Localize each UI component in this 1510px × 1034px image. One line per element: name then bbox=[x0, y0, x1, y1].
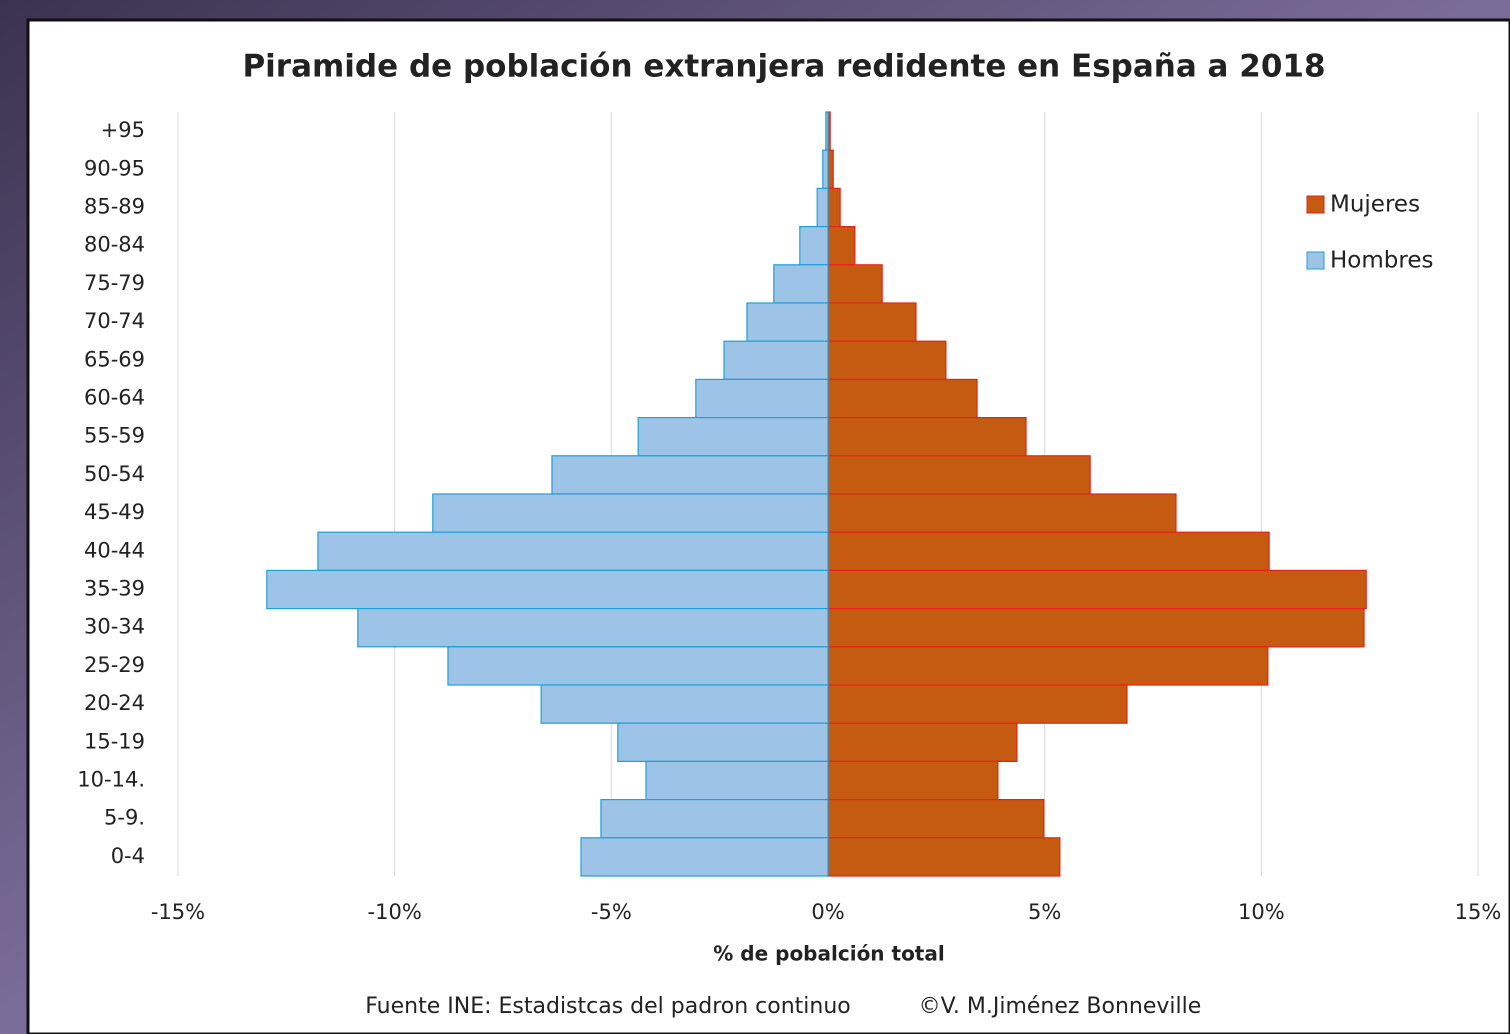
bar bbox=[827, 722, 1018, 763]
x-tick-label: 10% bbox=[1238, 900, 1285, 924]
y-tick-label: 80-84 bbox=[84, 233, 145, 257]
legend-label: Mujeres bbox=[1330, 192, 1420, 218]
bar bbox=[600, 798, 829, 839]
bar bbox=[827, 187, 841, 228]
bar bbox=[637, 417, 829, 457]
bar bbox=[827, 569, 1367, 610]
bar bbox=[723, 340, 829, 381]
bar bbox=[827, 378, 978, 419]
y-tick-label: 10-14. bbox=[77, 768, 145, 792]
y-tick-label: 5-9. bbox=[104, 806, 145, 830]
y-tick-label: 60-64 bbox=[84, 386, 145, 410]
bar bbox=[827, 264, 883, 304]
y-tick-label: 25-29 bbox=[84, 653, 145, 677]
bar bbox=[551, 455, 829, 495]
bar bbox=[827, 760, 999, 801]
y-tick-label: 40-44 bbox=[84, 538, 145, 562]
y-tick-label: 55-59 bbox=[84, 424, 145, 448]
legend-swatch bbox=[1306, 195, 1325, 214]
y-tick-label: 30-34 bbox=[84, 615, 145, 639]
bar bbox=[799, 226, 829, 266]
y-tick-label: 20-24 bbox=[84, 691, 145, 715]
y-tick-label: 35-39 bbox=[84, 577, 145, 601]
bar bbox=[617, 722, 829, 763]
bar bbox=[827, 837, 1061, 877]
bar bbox=[773, 264, 829, 304]
bar bbox=[816, 187, 829, 228]
bar bbox=[746, 302, 829, 342]
y-tick-label: 90-95 bbox=[84, 156, 145, 180]
x-tick-label: -10% bbox=[368, 900, 422, 924]
legend-swatch bbox=[1306, 251, 1325, 270]
bar bbox=[827, 340, 947, 381]
legend-label: Hombres bbox=[1330, 248, 1433, 274]
bar bbox=[827, 226, 856, 266]
x-axis-label: % de pobalción total bbox=[713, 942, 944, 966]
bar bbox=[827, 493, 1177, 533]
bar bbox=[827, 302, 917, 342]
bar bbox=[317, 531, 829, 572]
chart-title: Piramide de población extranjera rediden… bbox=[242, 49, 1325, 85]
bar bbox=[695, 378, 829, 419]
y-tick-label: 85-89 bbox=[84, 195, 145, 219]
bar bbox=[827, 149, 834, 189]
credit-note: ©V. M.Jiménez Bonneville bbox=[919, 994, 1202, 1019]
x-tick-label: 5% bbox=[1028, 900, 1061, 924]
bar bbox=[266, 569, 829, 610]
x-tick-label: -5% bbox=[591, 900, 632, 924]
bar bbox=[827, 684, 1128, 724]
source-note: Fuente INE: Estadistcas del padron conti… bbox=[365, 994, 851, 1019]
x-tick-label: 15% bbox=[1455, 900, 1502, 924]
bar bbox=[827, 455, 1091, 495]
bar bbox=[540, 684, 829, 724]
y-tick-label: 0-4 bbox=[111, 844, 145, 868]
bar bbox=[827, 607, 1365, 648]
bar bbox=[447, 646, 829, 686]
bar bbox=[825, 111, 829, 151]
bar bbox=[827, 646, 1269, 686]
bar bbox=[432, 493, 829, 533]
bar bbox=[822, 149, 829, 189]
y-tick-label: 50-54 bbox=[84, 462, 145, 486]
bar bbox=[827, 531, 1270, 572]
y-tick-label: 70-74 bbox=[84, 309, 145, 333]
y-tick-label: 75-79 bbox=[84, 271, 145, 295]
x-tick-label: -15% bbox=[151, 900, 205, 924]
bar bbox=[827, 417, 1027, 457]
bar bbox=[645, 760, 829, 801]
x-tick-label: 0% bbox=[811, 900, 844, 924]
y-tick-label: 15-19 bbox=[84, 729, 145, 753]
bar bbox=[357, 607, 829, 648]
bar bbox=[580, 837, 829, 877]
y-tick-label: +95 bbox=[101, 118, 145, 142]
y-tick-label: 65-69 bbox=[84, 347, 145, 371]
bar bbox=[827, 798, 1045, 839]
y-tick-label: 45-49 bbox=[84, 500, 145, 524]
